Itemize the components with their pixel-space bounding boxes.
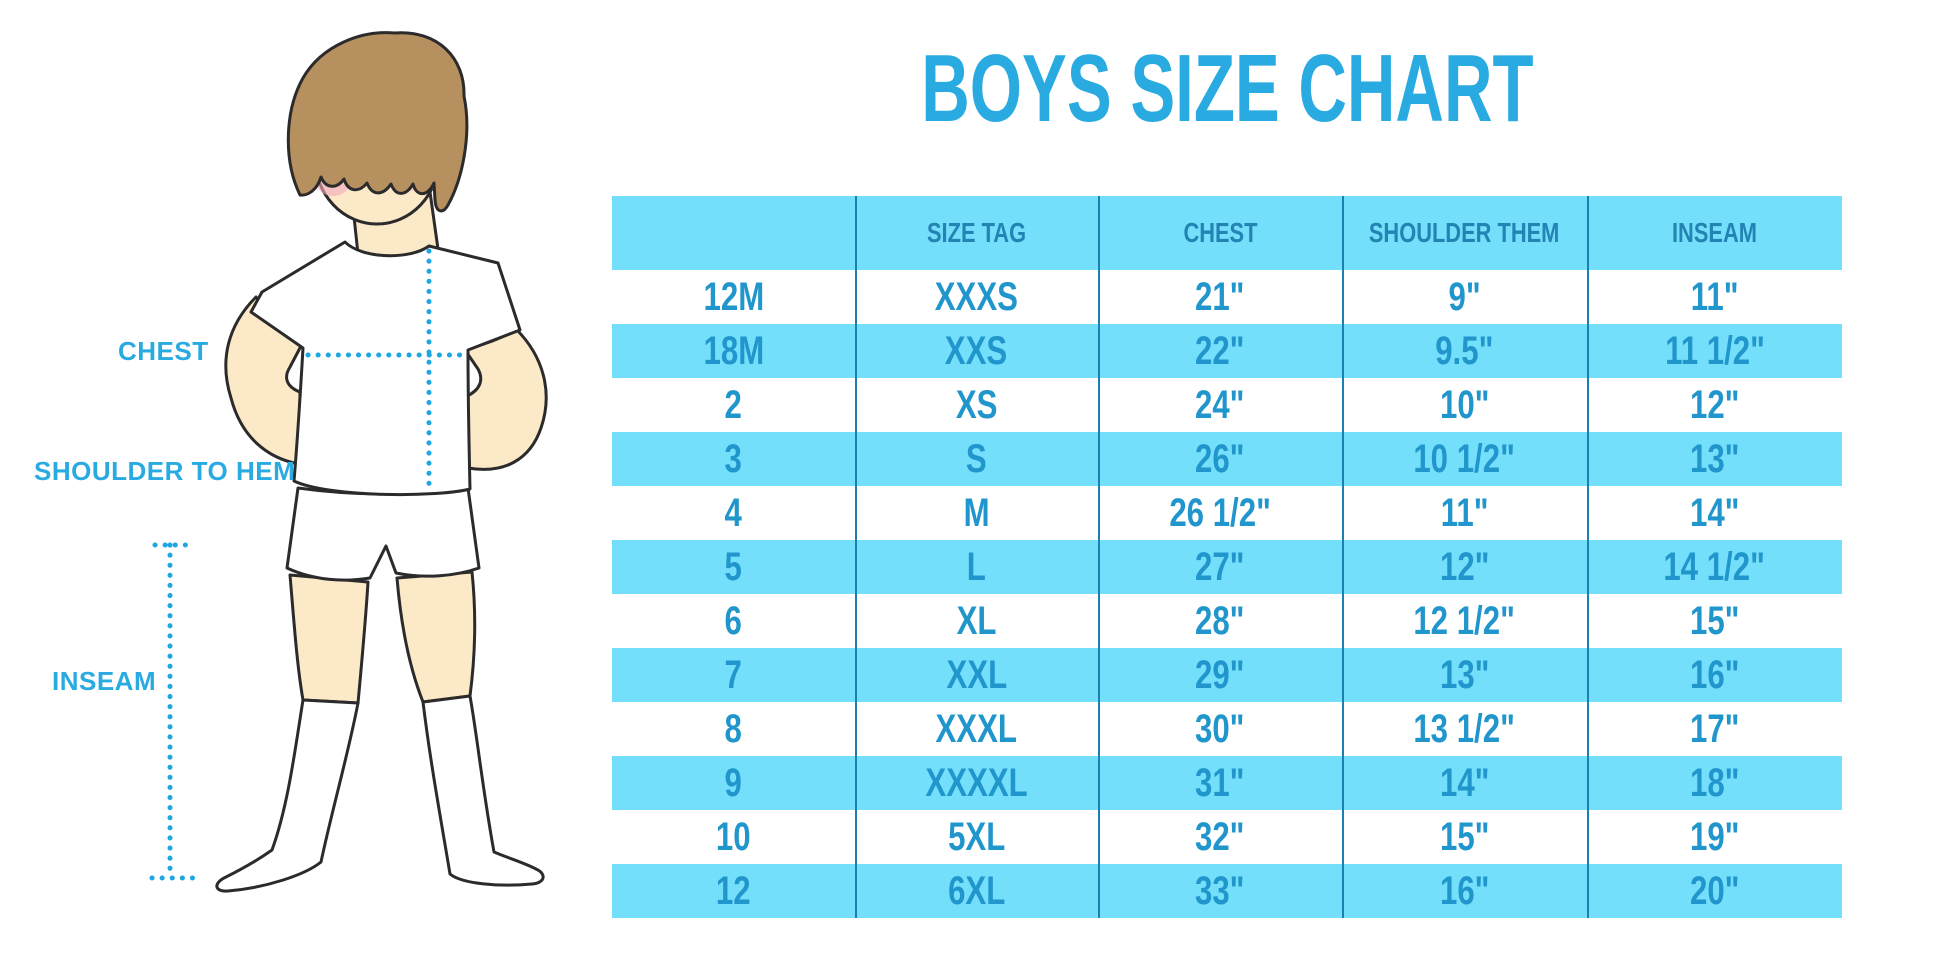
table-cell: 8 [724, 706, 743, 751]
table-row: 12M XXXS 21" 9" 11" [612, 270, 1842, 324]
table-cell: 26" [1195, 436, 1245, 481]
table-row: 4 M 26 1/2" 11" 14" [612, 486, 1842, 540]
table-cell: 11" [1440, 490, 1489, 535]
table-cell: 12 [716, 868, 751, 913]
table-cell: 12" [1689, 382, 1740, 427]
table-cell: 14 1/2" [1663, 544, 1766, 589]
table-cell: L [966, 544, 987, 589]
table-cell: XXXXL [925, 760, 1028, 805]
table-cell: XXL [946, 652, 1007, 697]
header-cell-blank [612, 196, 855, 270]
table-cell: 3 [724, 436, 743, 481]
table-cell: 13 1/2" [1413, 706, 1516, 751]
table-cell: 9 [724, 760, 743, 805]
table-cell: 29" [1195, 652, 1245, 697]
table-cell: 16" [1689, 652, 1740, 697]
table-cell: 5XL [947, 814, 1006, 859]
column-divider [855, 196, 857, 918]
table-cell: XL [956, 598, 997, 643]
table-row: 8 XXXL 30" 13 1/2" 17" [612, 702, 1842, 756]
boy-left-thigh [288, 573, 370, 705]
boy-left-sock [215, 698, 360, 893]
table-cell: XXXS [934, 274, 1019, 319]
table-cell: 2 [724, 382, 743, 427]
table-row: 6 XL 28" 12 1/2" 15" [612, 594, 1842, 648]
table-cell: 18" [1689, 760, 1740, 805]
table-cell: XS [955, 382, 998, 427]
table-cell: 22" [1195, 328, 1245, 373]
table-header-row: SIZE TAG CHEST SHOULDER THEM INSEAM [612, 196, 1842, 270]
table-cell: 19" [1689, 814, 1740, 859]
boy-right-sock [421, 694, 545, 887]
table-cell: 15" [1689, 598, 1740, 643]
table-cell: 20" [1689, 868, 1740, 913]
table-cell: XXXL [935, 706, 1018, 751]
table-cell: 5 [724, 544, 743, 589]
table-cell: 33" [1195, 868, 1245, 913]
column-divider [1587, 196, 1589, 918]
table-cell: 10 [716, 814, 751, 859]
table-cell: 24" [1195, 382, 1245, 427]
header-cell-inseam: INSEAM [1672, 217, 1757, 248]
table-cell: 21" [1195, 274, 1245, 319]
boy-figure-illustration [149, 31, 548, 893]
table-cell: 13" [1689, 436, 1740, 481]
table-cell: 14" [1439, 760, 1490, 805]
table-cell: 9.5" [1435, 328, 1494, 373]
table-cell: 13" [1439, 652, 1490, 697]
table-cell: 6 [724, 598, 743, 643]
table-cell: 11" [1690, 274, 1739, 319]
table-cell: XXS [945, 328, 1008, 373]
table-cell: 4 [724, 490, 743, 535]
table-cell: 30" [1195, 706, 1245, 751]
page-title: BOYS SIZE CHART [920, 35, 1534, 142]
boy-hair [286, 31, 469, 213]
boy-right-thigh [395, 570, 477, 704]
chest-label: CHEST [118, 336, 209, 366]
table-cell: 31" [1195, 760, 1245, 805]
table-row: 7 XXL 29" 13" 16" [612, 648, 1842, 702]
table-cell: 26 1/2" [1169, 490, 1271, 535]
table-cell: 27" [1195, 544, 1245, 589]
column-divider [1342, 196, 1344, 918]
table-cell: 16" [1439, 868, 1490, 913]
table-cell: 6XL [947, 868, 1006, 913]
shoulder-to-hem-label: SHOULDER TO HEM [34, 456, 296, 486]
boy-shorts [285, 486, 481, 582]
table-cell: S [966, 436, 987, 481]
table-cell: 10 1/2" [1413, 436, 1516, 481]
table-row: 5 L 27" 12" 14 1/2" [612, 540, 1842, 594]
table-cell: 18M [703, 328, 764, 373]
table-cell: 12" [1439, 544, 1490, 589]
column-divider [1098, 196, 1100, 918]
table-row: 2 XS 24" 10" 12" [612, 378, 1842, 432]
header-cell-chest: CHEST [1182, 217, 1258, 248]
table-cell: 10" [1439, 382, 1490, 427]
table-cell: 12 1/2" [1413, 598, 1516, 643]
boy-tshirt [249, 240, 522, 497]
table-row: 18M XXS 22" 9.5" 11 1/2" [612, 324, 1842, 378]
table-cell: 28" [1195, 598, 1245, 643]
table-cell: 15" [1439, 814, 1490, 859]
inseam-label: INSEAM [52, 666, 157, 696]
header-cell-size-tag: SIZE TAG [926, 217, 1027, 248]
table-cell: 32" [1195, 814, 1245, 859]
table-cell: 12M [703, 274, 764, 319]
table-cell: 7 [724, 652, 743, 697]
table-cell: 17" [1689, 706, 1740, 751]
table-cell: M [963, 490, 990, 535]
size-table: SIZE TAG CHEST SHOULDER THEM INSEAM 12M X… [612, 196, 1842, 918]
size-table-body: 12M XXXS 21" 9" 11" 18M XXS 22" 9.5" 11 1/2" 2 XS 24… [612, 270, 1842, 918]
table-row: 10 5XL 32" 15" 19" [612, 810, 1842, 864]
boy-right-arm [463, 327, 548, 471]
table-cell: 9" [1448, 274, 1481, 319]
table-row: 12 6XL 33" 16" 20" [612, 864, 1842, 918]
table-cell: 14" [1689, 490, 1740, 535]
table-row: 3 S 26" 10 1/2" 13" [612, 432, 1842, 486]
header-cell-shoulder: SHOULDER THEM [1369, 217, 1560, 248]
table-cell: 11 1/2" [1664, 328, 1765, 373]
table-row: 9 XXXXL 31" 14" 18" [612, 756, 1842, 810]
